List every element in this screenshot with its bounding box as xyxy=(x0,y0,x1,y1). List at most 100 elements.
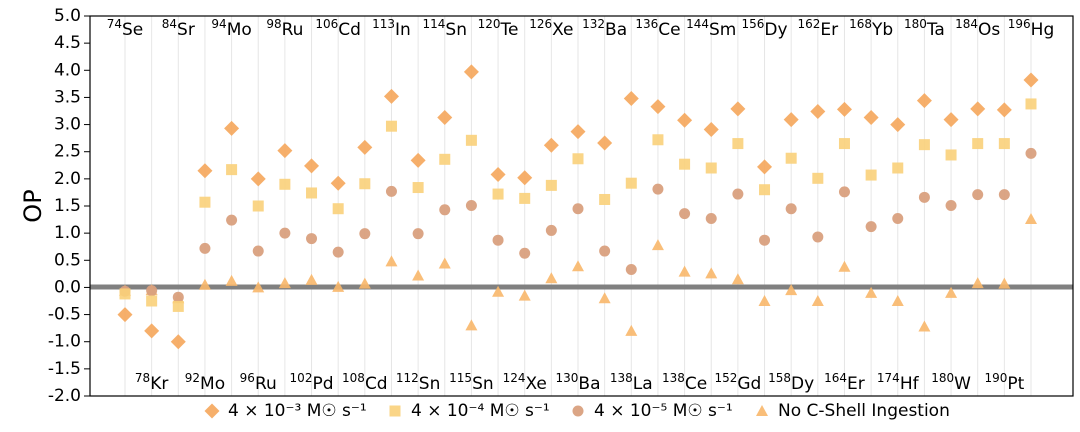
legend-label: 4 × 10⁻³ M☉ s⁻¹ xyxy=(228,401,367,421)
isotope-element: In xyxy=(395,20,411,40)
isotope-mass: 168 xyxy=(849,17,872,31)
data-point-square xyxy=(785,152,797,164)
data-point-square xyxy=(599,193,611,205)
legend-marker-diamond xyxy=(204,403,220,419)
isotope-label: 174Hf xyxy=(877,371,920,394)
isotope-label: 98Ru xyxy=(266,17,303,40)
isotope-mass: 144 xyxy=(686,17,709,31)
data-point-circle xyxy=(172,291,184,303)
data-point-square xyxy=(359,178,371,190)
data-point-circle xyxy=(892,212,904,224)
data-point-diamond xyxy=(543,137,559,153)
data-point-diamond xyxy=(943,112,959,128)
isotope-mass: 94 xyxy=(211,17,226,31)
y-tick-label: -2.0 xyxy=(48,386,81,406)
data-point-square xyxy=(492,188,504,200)
isotope-label: 156Dy xyxy=(741,17,787,40)
data-point-diamond xyxy=(623,91,639,107)
isotope-label: 168Yb xyxy=(849,17,893,40)
isotope-mass: 132 xyxy=(582,17,605,31)
isotope-element: Ru xyxy=(282,20,304,40)
data-point-circle xyxy=(226,214,238,226)
data-point-diamond xyxy=(490,167,506,183)
data-point-diamond xyxy=(597,135,613,151)
isotope-mass: 78 xyxy=(135,371,150,385)
y-tick-label: 4.0 xyxy=(54,60,81,80)
isotope-element: Xe xyxy=(525,374,546,394)
data-point-square xyxy=(226,164,238,176)
data-point-square xyxy=(652,134,664,146)
data-point-diamond xyxy=(650,99,666,115)
data-point-diamond xyxy=(144,323,160,339)
isotope-mass: 174 xyxy=(877,371,900,385)
data-point-circle xyxy=(385,185,397,197)
data-point-square xyxy=(918,139,930,151)
data-point-triangle xyxy=(305,273,318,285)
data-point-triangle xyxy=(252,281,265,293)
isotope-mass: 180 xyxy=(931,371,954,385)
isotope-mass: 115 xyxy=(449,371,472,385)
y-tick-label: 0.5 xyxy=(54,250,81,270)
y-tick-label: 1.5 xyxy=(54,196,81,216)
isotope-mass: 130 xyxy=(556,371,579,385)
data-point-diamond xyxy=(197,163,213,179)
isotope-label: 74Se xyxy=(107,17,144,40)
isotope-element: Sn xyxy=(445,20,467,40)
data-point-diamond xyxy=(730,101,746,117)
data-point-triangle xyxy=(518,289,531,301)
y-tick-label: 5.0 xyxy=(54,6,81,26)
data-point-circle xyxy=(918,191,930,203)
data-point-square xyxy=(972,138,984,150)
isotope-element: Ru xyxy=(255,374,277,394)
data-point-diamond xyxy=(996,102,1012,118)
legend: 4 × 10⁻³ M☉ s⁻¹ 4 × 10⁻⁴ M☉ s⁻¹ 4 × 10⁻⁵ M… xyxy=(204,401,950,421)
isotope-mass: 138 xyxy=(610,371,633,385)
data-point-diamond xyxy=(410,152,426,168)
data-point-diamond xyxy=(810,104,826,120)
data-point-triangle xyxy=(198,278,211,290)
data-point-square xyxy=(439,153,451,165)
data-point-circle xyxy=(492,234,504,246)
data-point-diamond xyxy=(570,124,586,140)
data-point-square xyxy=(679,158,691,170)
data-point-triangle xyxy=(332,280,345,292)
isotope-mass: 156 xyxy=(741,17,764,31)
data-point-square xyxy=(838,138,850,150)
isotope-mass: 158 xyxy=(768,371,791,385)
data-point-circle xyxy=(732,188,744,200)
data-point-diamond xyxy=(757,159,773,175)
y-axis: -2.0 -1.5 -1.0 -0.5 0.0 0.5 1.0 1.5 2.0 2.5 3.0 3.5… xyxy=(48,6,90,406)
data-point-triangle xyxy=(651,239,664,251)
isotope-label: 113In xyxy=(372,17,411,40)
data-point-triangle xyxy=(678,265,691,277)
data-point-circle xyxy=(439,204,451,216)
data-point-square xyxy=(892,162,904,174)
data-point-diamond xyxy=(970,101,986,117)
isotope-element: Xe xyxy=(552,20,573,40)
isotope-label: 162Er xyxy=(798,17,839,40)
isotope-element: Dy xyxy=(791,374,814,394)
data-point-diamond xyxy=(677,112,693,128)
y-tick-label: -0.5 xyxy=(48,305,81,325)
isotope-element: Hg xyxy=(1031,20,1055,40)
isotope-label: 180Ta xyxy=(904,17,945,40)
isotope-label: 136Ce xyxy=(635,17,680,40)
isotope-mass: 112 xyxy=(396,371,419,385)
isotope-element: Mo xyxy=(200,374,225,394)
data-point-circle xyxy=(705,212,717,224)
data-point-diamond xyxy=(836,101,852,117)
isotope-element: Er xyxy=(847,374,865,394)
y-tick-label: -1.5 xyxy=(48,359,81,379)
data-point-triangle xyxy=(945,286,958,298)
data-point-square xyxy=(625,177,637,189)
legend-marker-circle xyxy=(572,405,584,417)
y-tick-label: 4.5 xyxy=(54,33,81,53)
isotope-label: 158Dy xyxy=(768,371,814,394)
isotope-label: 184Os xyxy=(955,17,1000,40)
isotope-label: 102Pd xyxy=(290,371,334,394)
data-point-circle xyxy=(785,203,797,215)
legend-marker-triangle xyxy=(756,405,768,416)
data-point-square xyxy=(465,134,477,146)
data-point-circle xyxy=(865,221,877,233)
data-point-circle xyxy=(972,189,984,201)
